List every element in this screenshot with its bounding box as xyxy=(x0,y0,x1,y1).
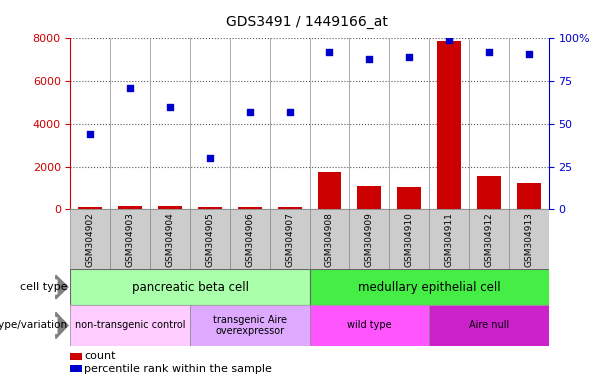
Text: GSM304905: GSM304905 xyxy=(205,212,215,267)
Bar xyxy=(429,209,469,269)
Text: GSM304912: GSM304912 xyxy=(484,212,493,267)
Text: pancreatic beta cell: pancreatic beta cell xyxy=(132,281,248,293)
Text: genotype/variation: genotype/variation xyxy=(0,320,67,331)
Bar xyxy=(190,305,310,346)
Text: GSM304907: GSM304907 xyxy=(285,212,294,267)
Bar xyxy=(70,209,110,269)
Point xyxy=(524,51,533,57)
Text: GSM304908: GSM304908 xyxy=(325,212,334,267)
Bar xyxy=(238,207,262,209)
Bar xyxy=(278,207,302,209)
Point xyxy=(405,54,414,60)
Point xyxy=(166,104,175,110)
Bar xyxy=(150,209,190,269)
Bar xyxy=(397,187,421,209)
Text: GSM304906: GSM304906 xyxy=(245,212,254,267)
Bar xyxy=(70,305,190,346)
Bar xyxy=(230,209,270,269)
Text: GSM304913: GSM304913 xyxy=(524,212,533,267)
Point xyxy=(125,85,135,91)
Point xyxy=(86,131,96,137)
Bar xyxy=(469,209,509,269)
Bar xyxy=(110,209,150,269)
Text: wild type: wild type xyxy=(347,320,392,331)
Point xyxy=(364,56,374,62)
Bar xyxy=(78,207,102,209)
Text: medullary epithelial cell: medullary epithelial cell xyxy=(358,281,500,293)
Text: transgenic Aire
overexpressor: transgenic Aire overexpressor xyxy=(213,314,287,336)
Point xyxy=(484,49,494,55)
Bar xyxy=(429,305,549,346)
Bar xyxy=(389,209,429,269)
Text: non-transgenic control: non-transgenic control xyxy=(75,320,186,331)
Text: GSM304911: GSM304911 xyxy=(444,212,454,267)
Text: GSM304904: GSM304904 xyxy=(166,212,175,267)
FancyArrow shape xyxy=(56,312,68,339)
Text: percentile rank within the sample: percentile rank within the sample xyxy=(84,364,272,374)
Bar xyxy=(357,186,381,209)
Bar xyxy=(310,305,429,346)
Point xyxy=(245,109,255,115)
Text: Aire null: Aire null xyxy=(469,320,509,331)
Bar xyxy=(517,183,541,209)
Point xyxy=(444,37,454,43)
Bar xyxy=(190,209,230,269)
Bar xyxy=(270,209,310,269)
Text: count: count xyxy=(84,351,115,361)
Bar xyxy=(198,207,222,209)
Bar xyxy=(310,269,549,305)
Point xyxy=(205,155,215,161)
Text: GSM304903: GSM304903 xyxy=(126,212,135,267)
Text: GSM304902: GSM304902 xyxy=(86,212,95,267)
Text: cell type: cell type xyxy=(20,282,67,292)
Bar xyxy=(477,176,501,209)
Point xyxy=(284,109,294,115)
Bar xyxy=(70,269,310,305)
Bar xyxy=(509,209,549,269)
FancyArrow shape xyxy=(56,275,68,299)
Text: GDS3491 / 1449166_at: GDS3491 / 1449166_at xyxy=(226,15,387,29)
Text: GSM304910: GSM304910 xyxy=(405,212,414,267)
Bar xyxy=(437,41,461,209)
Bar xyxy=(349,209,389,269)
Bar xyxy=(318,172,341,209)
Text: GSM304909: GSM304909 xyxy=(365,212,374,267)
Bar xyxy=(310,209,349,269)
Point xyxy=(325,49,335,55)
Bar xyxy=(158,206,182,209)
Bar xyxy=(118,206,142,209)
